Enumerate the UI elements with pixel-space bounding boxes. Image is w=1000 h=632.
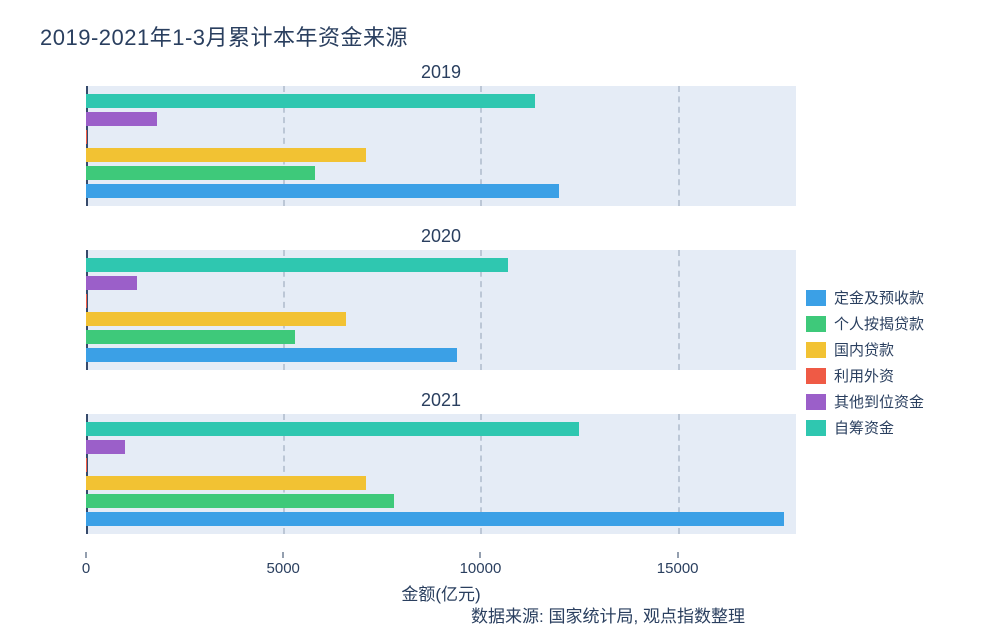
panels: 2019 2020 2021 xyxy=(86,62,796,562)
bars-group xyxy=(86,414,796,534)
bar xyxy=(86,312,346,326)
bar xyxy=(86,276,137,290)
legend-item[interactable]: 利用外资 xyxy=(806,365,956,386)
chart-title: 2019-2021年1-3月累计本年资金来源 xyxy=(40,20,976,52)
bar xyxy=(86,458,87,472)
chart-container: 2019-2021年1-3月累计本年资金来源 2019 2020 2021 0 500… xyxy=(0,0,1000,632)
legend-label: 国内贷款 xyxy=(834,339,894,360)
bar xyxy=(86,440,125,454)
legend-label: 利用外资 xyxy=(834,365,894,386)
bar xyxy=(86,422,579,436)
x-tick-mark xyxy=(86,552,87,558)
legend-item[interactable]: 国内贷款 xyxy=(806,339,956,360)
legend-label: 其他到位资金 xyxy=(834,391,924,412)
bar xyxy=(86,130,87,144)
bar xyxy=(86,258,508,272)
legend-swatch xyxy=(806,368,826,384)
bars-group xyxy=(86,250,796,370)
legend: 定金及预收款个人按揭贷款国内贷款利用外资其他到位资金自筹资金 xyxy=(806,282,956,443)
bar xyxy=(86,112,157,126)
legend-swatch xyxy=(806,290,826,306)
panel-plot-bg xyxy=(86,86,796,206)
bar xyxy=(86,166,315,180)
x-tick-mark xyxy=(480,552,481,558)
legend-item[interactable]: 个人按揭贷款 xyxy=(806,313,956,334)
panel-plot-bg xyxy=(86,250,796,370)
bar xyxy=(86,476,366,490)
legend-label: 自筹资金 xyxy=(834,417,894,438)
bar xyxy=(86,348,457,362)
bar xyxy=(86,148,366,162)
legend-swatch xyxy=(806,316,826,332)
legend-swatch xyxy=(806,394,826,410)
x-axis: 050001000015000 金额(亿元) xyxy=(86,558,796,598)
panel-plot-bg xyxy=(86,414,796,534)
bar xyxy=(86,94,535,108)
x-tick-label: 0 xyxy=(82,560,90,577)
legend-item[interactable]: 自筹资金 xyxy=(806,417,956,438)
x-tick-label: 15000 xyxy=(657,560,699,577)
panel-title: 2020 xyxy=(86,226,796,250)
x-tick-mark xyxy=(677,552,678,558)
legend-label: 定金及预收款 xyxy=(834,287,924,308)
x-tick-label: 10000 xyxy=(460,560,502,577)
plot-area: 2019 2020 2021 0 5000 10000 15000 金额(亿元) 定金及预… xyxy=(40,62,976,602)
x-axis-ticks: 050001000015000 xyxy=(86,558,796,580)
panel-title: 2019 xyxy=(86,62,796,86)
chart-footnote: 数据来源: 国家统计局, 观点指数整理 xyxy=(240,602,976,627)
x-tick-mark xyxy=(283,552,284,558)
bar xyxy=(86,494,394,508)
x-tick-label: 5000 xyxy=(267,560,300,577)
legend-swatch xyxy=(806,420,826,436)
bar xyxy=(86,330,295,344)
legend-item[interactable]: 其他到位资金 xyxy=(806,391,956,412)
bar xyxy=(86,184,559,198)
legend-label: 个人按揭贷款 xyxy=(834,313,924,334)
legend-item[interactable]: 定金及预收款 xyxy=(806,287,956,308)
bars-group xyxy=(86,86,796,206)
x-axis-label: 金额(亿元) xyxy=(86,580,796,605)
bar xyxy=(86,512,784,526)
legend-swatch xyxy=(806,342,826,358)
bar xyxy=(86,294,87,308)
panel-title: 2021 xyxy=(86,390,796,414)
